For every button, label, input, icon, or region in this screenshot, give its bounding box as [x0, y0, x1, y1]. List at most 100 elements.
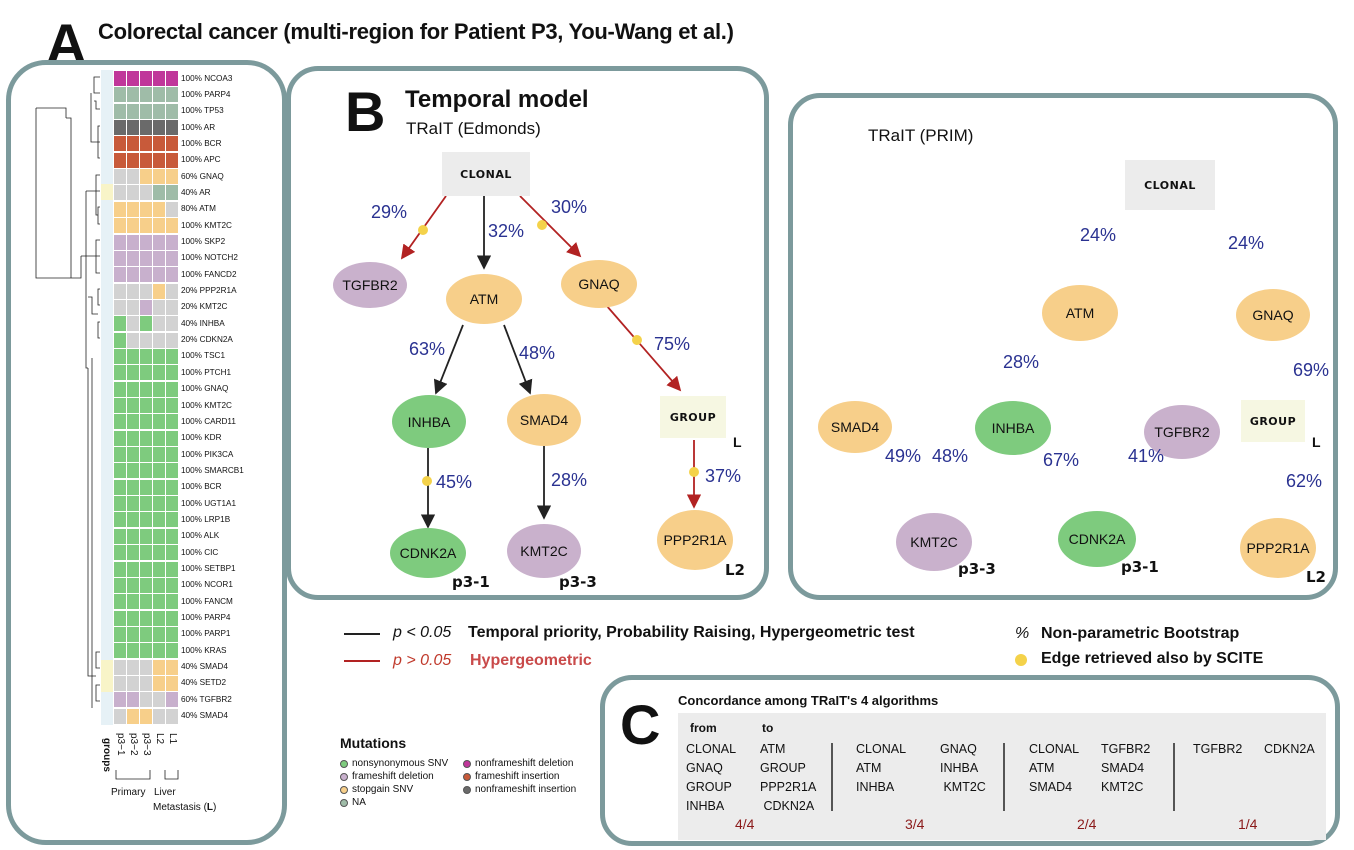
heatmap-cell — [153, 201, 165, 217]
heatmap-row-label: 80% ATM — [181, 204, 216, 214]
edmonds-ppp2r1a-node: PPP2R1A — [657, 510, 733, 570]
prim-pct-ppp2r1a: 62% — [1286, 471, 1323, 491]
heatmap-cell — [127, 496, 139, 512]
prim-atm-node: ATM — [1042, 285, 1118, 341]
heatmap-cell — [153, 299, 165, 315]
heatmap-cell — [127, 463, 139, 479]
legend-red-p: p > 0.05 — [393, 652, 452, 669]
heatmap-groups-strip-hi2 — [101, 660, 113, 692]
heatmap-cell — [153, 283, 165, 299]
heatmap-cell — [140, 708, 152, 724]
heatmap-cell — [166, 561, 178, 577]
heatmap-cell — [153, 381, 165, 397]
heatmap-cell — [140, 479, 152, 495]
heatmap-cell — [153, 414, 165, 430]
heatmap-cell — [153, 577, 165, 593]
heatmap-row-label: 100% FANCM — [181, 596, 233, 606]
col-to-header: to — [762, 721, 774, 735]
concordance-from: CLONAL GNAQ GROUP INHBA — [686, 742, 737, 813]
heatmap-cell — [153, 234, 165, 250]
mutation-color-dot — [340, 785, 348, 794]
heatmap-cell — [140, 299, 152, 315]
heatmap-cell — [114, 381, 126, 397]
legend-red-text: Hypergeometric — [470, 652, 592, 669]
edmonds-pct-kmt2c: 28% — [551, 470, 588, 490]
mutation-legend-item: stopgain SNV — [340, 784, 413, 795]
heatmap-cell — [166, 365, 178, 381]
concordance-table — [678, 713, 1326, 840]
prim-pct-inhba: 28% — [1003, 352, 1040, 372]
heatmap-cell — [114, 545, 126, 561]
heatmap-cell — [114, 87, 126, 103]
heatmap-cell — [166, 643, 178, 659]
heatmap-row-label: 100% GNAQ — [181, 384, 229, 394]
heatmap-row-label: 100% FANCD2 — [181, 269, 237, 279]
heatmap-row-label: 100% BCR — [181, 482, 222, 492]
prim-pct-inhba-cdkn2a: 67% — [1043, 450, 1080, 470]
heatmap-cell — [140, 626, 152, 642]
heatmap-row-label: 40% SMAD4 — [181, 662, 228, 672]
heatmap-cell — [127, 610, 139, 626]
heatmap-row-label: 100% AR — [181, 122, 216, 132]
heatmap-cell — [114, 643, 126, 659]
heatmap-cell — [166, 71, 178, 86]
heatmap-cell — [153, 365, 165, 381]
heatmap-cell — [127, 201, 139, 217]
heatmap-cell — [140, 169, 152, 185]
heatmap-row-label: 100% KDR — [181, 433, 222, 443]
heatmap-cell — [153, 528, 165, 544]
heatmap-cell — [114, 365, 126, 381]
heatmap-cell — [166, 577, 178, 593]
heatmap-cell — [114, 626, 126, 642]
panel-b-letter: B — [345, 80, 386, 143]
dendrogram — [35, 76, 100, 708]
heatmap-row-label: 20% KMT2C — [181, 302, 228, 312]
heatmap-cell — [127, 316, 139, 332]
heatmap-cell — [166, 348, 178, 364]
mutation-color-dot — [463, 785, 471, 794]
heatmap-cell — [127, 512, 139, 528]
heatmap-cell — [140, 496, 152, 512]
concordance-fraction: 1/4 — [1238, 816, 1258, 832]
heatmap-cell — [127, 103, 139, 119]
heatmap-cell — [153, 103, 165, 119]
edmonds-pct-cdkn2a: 45% — [436, 472, 473, 492]
heatmap-row-label: 100% UGT1A1 — [181, 498, 237, 508]
heatmap-cell — [153, 152, 165, 168]
legend-pct-text: Non-parametric Bootstrap — [1041, 625, 1240, 642]
heatmap-cell — [140, 675, 152, 691]
heatmap-cell — [127, 348, 139, 364]
legend-dot-text: Edge retrieved also by SCITE — [1041, 650, 1264, 667]
heatmap-cell — [140, 316, 152, 332]
heatmap-row-label: 100% TP53 — [181, 106, 224, 116]
edmonds-cdkn2a-node: CDNK2A — [390, 528, 466, 578]
metastasis-close: ) — [213, 802, 217, 813]
heatmap-cell — [140, 430, 152, 446]
heatmap-cell — [127, 398, 139, 413]
heatmap-row-label: 100% KRAS — [181, 645, 227, 655]
heatmap-row-label: 40% AR — [181, 187, 211, 197]
heatmap-cell — [114, 398, 126, 413]
edmonds-gnaq-node: GNAQ — [561, 260, 637, 308]
heatmap-cell — [114, 201, 126, 217]
heatmap-cell — [140, 659, 152, 675]
heatmap-row-label: 100% TSC1 — [181, 351, 225, 361]
mutation-legend-item: nonsynonymous SNV — [340, 758, 448, 769]
edmonds-group-node: GROUP — [660, 396, 726, 438]
edmonds-kmt2c-node: KMT2C — [507, 524, 581, 578]
edge-legend-lines — [344, 633, 380, 662]
mutation-color-dot — [340, 772, 348, 781]
heatmap-cell — [153, 626, 165, 642]
heatmap-cell — [140, 87, 152, 103]
heatmap-cell — [127, 169, 139, 185]
heatmap-cell — [140, 512, 152, 528]
heatmap-cell — [140, 332, 152, 348]
mutation-legend-label: nonframeshift insertion — [475, 784, 577, 795]
heatmap-cell — [153, 463, 165, 479]
heatmap-cell — [114, 463, 126, 479]
concordance-fraction: 3/4 — [905, 816, 925, 832]
heatmap-cell — [166, 381, 178, 397]
heatmap-cell — [153, 87, 165, 103]
heatmap-cell — [114, 447, 126, 463]
edmonds-pct-gnaq: 30% — [551, 197, 588, 217]
